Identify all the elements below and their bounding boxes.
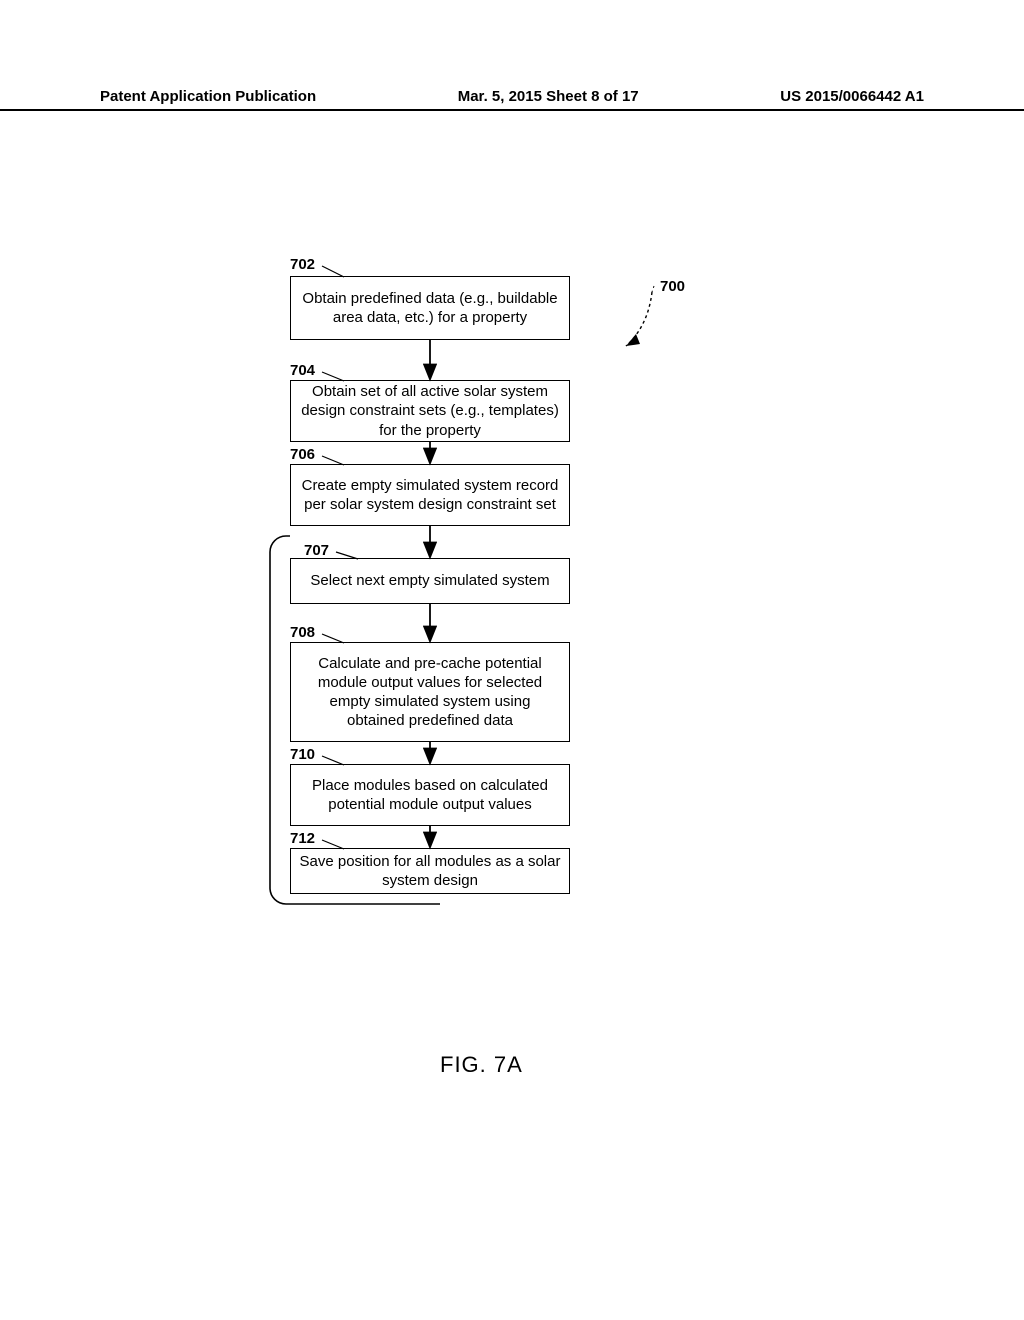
page-header: Patent Application Publication Mar. 5, 2…	[0, 88, 1024, 111]
step-ref-706: 706	[290, 446, 315, 463]
step-ref-708: 708	[290, 624, 315, 641]
flow-step-text: Create empty simulated system record per…	[299, 476, 561, 514]
flow-step-text: Calculate and pre-cache potential module…	[299, 654, 561, 731]
step-ref-710: 710	[290, 746, 315, 763]
step-ref-704: 704	[290, 362, 315, 379]
flow-step-707: Select next empty simulated system	[290, 558, 570, 604]
figure-main-ref-text: 700	[660, 278, 685, 295]
flow-step-702: Obtain predefined data (e.g., buildable …	[290, 276, 570, 340]
step-ref-712: 712	[290, 830, 315, 847]
header-left: Patent Application Publication	[100, 88, 316, 105]
flow-step-704: Obtain set of all active solar system de…	[290, 380, 570, 442]
header-right: US 2015/0066442 A1	[780, 88, 924, 105]
figure-caption: FIG. 7A	[440, 1052, 523, 1078]
header-center: Mar. 5, 2015 Sheet 8 of 17	[458, 88, 639, 105]
flow-step-708: Calculate and pre-cache potential module…	[290, 642, 570, 742]
flow-step-710: Place modules based on calculated potent…	[290, 764, 570, 826]
step-ref-702: 702	[290, 256, 315, 273]
flow-step-text: Save position for all modules as a solar…	[299, 852, 561, 890]
figure-caption-text: FIG. 7A	[440, 1052, 523, 1077]
flow-step-text: Obtain predefined data (e.g., buildable …	[299, 289, 561, 327]
flow-step-text: Place modules based on calculated potent…	[299, 776, 561, 814]
flow-step-text: Obtain set of all active solar system de…	[299, 382, 561, 440]
flow-step-text: Select next empty simulated system	[310, 571, 549, 590]
figure-main-ref: 700	[660, 278, 685, 295]
flow-step-712: Save position for all modules as a solar…	[290, 848, 570, 894]
step-ref-707: 707	[304, 542, 329, 559]
flow-step-706: Create empty simulated system record per…	[290, 464, 570, 526]
